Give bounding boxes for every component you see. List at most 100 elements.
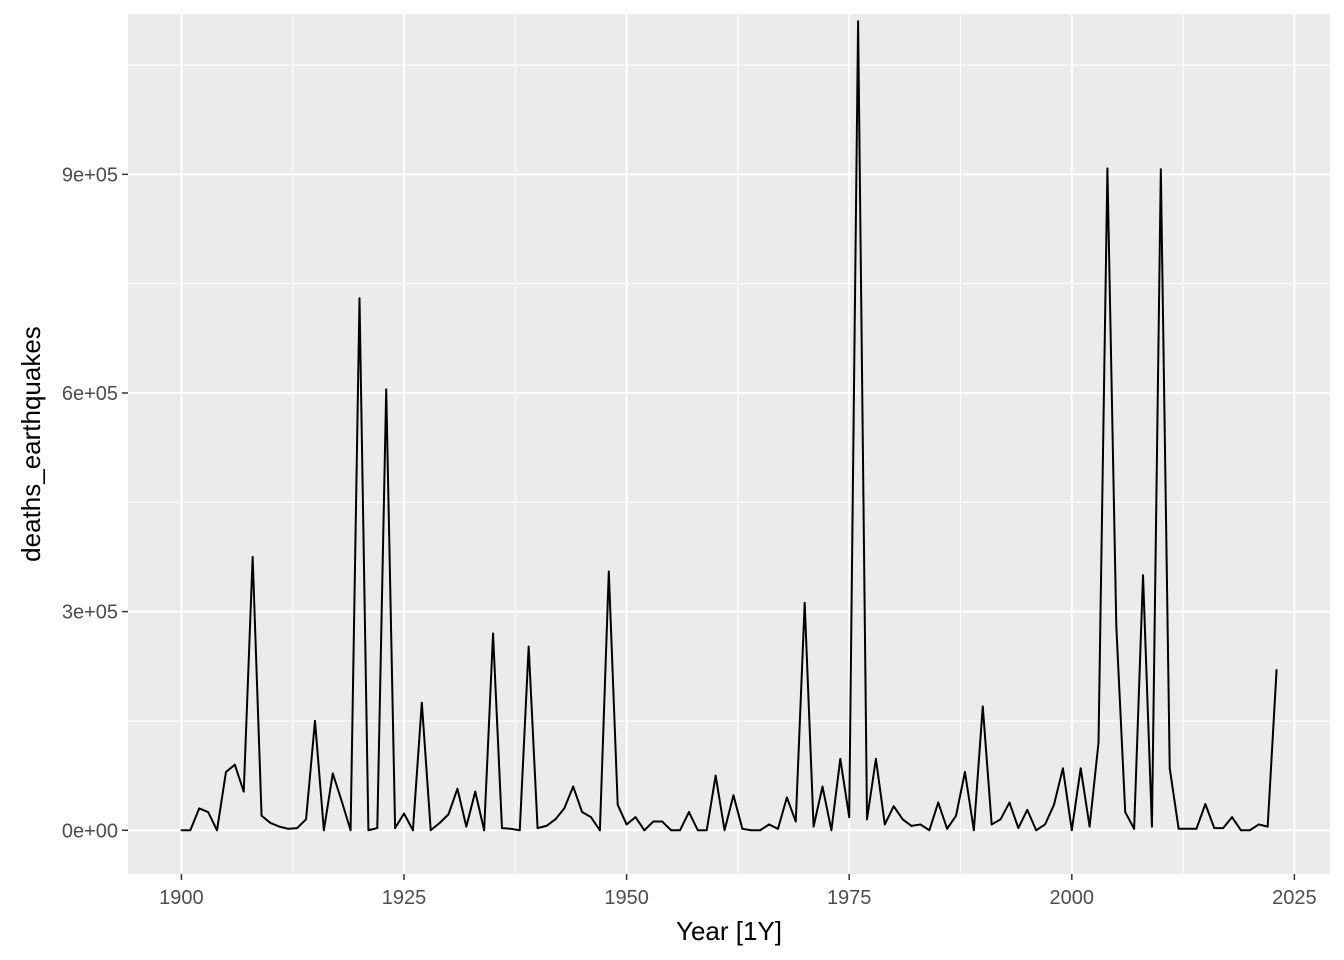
data-point <box>955 814 957 817</box>
data-point <box>242 790 245 793</box>
data-point <box>670 829 673 832</box>
x-tick-label: 1950 <box>604 887 649 909</box>
data-point <box>581 811 583 813</box>
data-point <box>688 811 690 813</box>
data-point <box>607 570 610 573</box>
data-point <box>260 814 263 817</box>
data-point <box>1168 767 1171 770</box>
data-point <box>803 601 806 604</box>
data-point <box>358 297 361 300</box>
data-point <box>999 818 1002 821</box>
data-point <box>287 827 290 830</box>
x-tick-label: 2000 <box>1050 887 1095 909</box>
data-point <box>269 822 272 824</box>
data-point <box>340 800 343 803</box>
data-point <box>590 816 592 819</box>
data-point <box>420 701 423 704</box>
data-point <box>857 20 859 23</box>
data-point <box>1017 827 1020 829</box>
deaths-series-line <box>181 20 1278 832</box>
data-point <box>812 825 815 828</box>
x-axis: 1900 1925 1950 1975 2000 2025 <box>159 874 1317 909</box>
data-point <box>1195 827 1198 830</box>
data-point <box>447 813 450 816</box>
data-point <box>305 818 307 821</box>
data-point <box>474 790 477 793</box>
data-point <box>732 794 735 797</box>
data-point <box>536 827 539 829</box>
data-point <box>527 645 530 648</box>
data-point <box>1159 168 1162 171</box>
grid-major <box>128 14 1330 874</box>
data-point <box>928 829 931 832</box>
data-point <box>296 827 299 829</box>
data-point <box>661 820 664 823</box>
data-point <box>1115 625 1118 628</box>
grid-minor <box>128 14 1330 874</box>
data-point <box>696 829 699 832</box>
data-point <box>972 829 975 832</box>
data-point <box>1257 823 1260 826</box>
data-point <box>572 785 575 788</box>
data-point <box>251 556 254 558</box>
x-tick-label: 1975 <box>827 887 872 909</box>
data-point <box>189 829 192 832</box>
data-point <box>705 829 708 832</box>
data-point <box>545 825 548 827</box>
data-point <box>483 829 486 832</box>
data-point <box>750 829 753 832</box>
data-point <box>714 774 717 777</box>
data-point <box>1053 803 1055 806</box>
data-point <box>429 829 432 832</box>
data-point <box>759 829 762 832</box>
data-point <box>198 807 201 810</box>
data-point <box>634 816 637 819</box>
data-point <box>1177 827 1180 830</box>
data-point <box>794 820 797 823</box>
data-point <box>768 823 770 826</box>
data-point <box>554 818 557 821</box>
data-point <box>901 818 904 821</box>
data-point <box>1008 801 1011 804</box>
data-point <box>412 829 414 832</box>
y-axis: 0e+00 3e+05 6e+05 9e+05 <box>62 164 128 842</box>
data-point <box>233 763 236 766</box>
data-point <box>1186 827 1189 830</box>
data-point <box>946 827 949 830</box>
data-point <box>501 827 503 829</box>
data-point <box>367 829 370 832</box>
data-point <box>207 811 210 813</box>
data-point <box>625 823 628 826</box>
data-point <box>741 827 744 830</box>
data-point <box>1151 825 1153 828</box>
y-axis-title: deaths_earthquakes <box>16 326 46 562</box>
y-tick-label: 3e+05 <box>62 602 118 624</box>
x-tick-label: 1925 <box>382 887 427 909</box>
data-point <box>438 822 441 824</box>
data-point <box>919 823 922 826</box>
data-point <box>1222 827 1225 829</box>
data-point <box>1204 803 1207 805</box>
data-point <box>1248 829 1251 832</box>
data-point <box>883 823 886 826</box>
data-point <box>385 388 388 391</box>
data-point <box>1240 829 1242 832</box>
data-point <box>349 829 352 832</box>
data-point <box>1026 808 1029 811</box>
data-point <box>509 827 512 830</box>
data-point <box>1088 825 1091 828</box>
data-point <box>1035 829 1038 832</box>
data-point <box>394 827 397 829</box>
data-point <box>1142 574 1144 577</box>
data-point <box>180 829 183 832</box>
data-point <box>785 796 788 799</box>
data-point <box>1079 767 1082 770</box>
data-point <box>652 820 655 823</box>
data-point <box>563 807 566 810</box>
data-point <box>866 818 868 821</box>
data-points <box>180 20 1278 832</box>
x-tick-label: 1900 <box>159 887 204 909</box>
y-tick-label: 6e+05 <box>62 383 118 405</box>
data-point <box>216 829 218 832</box>
data-point <box>376 827 379 829</box>
